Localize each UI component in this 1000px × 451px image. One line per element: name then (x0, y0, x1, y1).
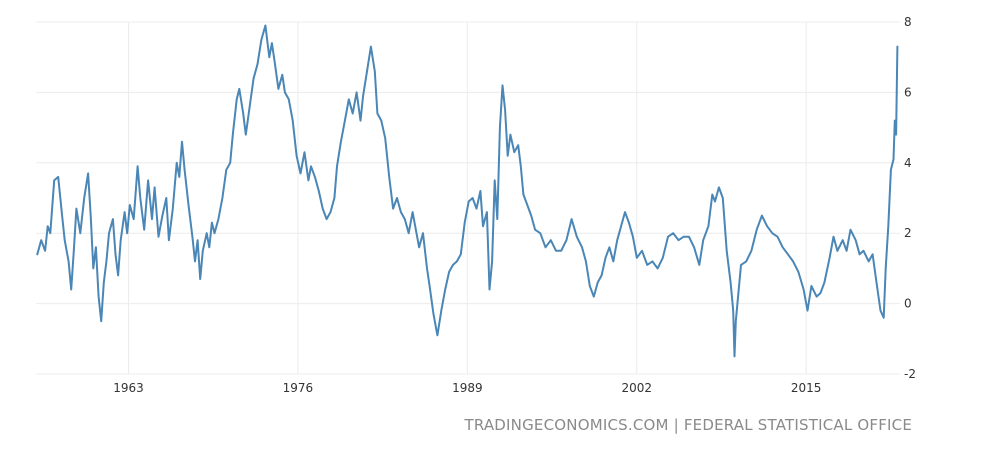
x-tick-label: 1963 (113, 381, 144, 395)
series-line (36, 24, 899, 358)
source-attribution: TRADINGECONOMICS.COM | FEDERAL STATISTIC… (463, 416, 912, 434)
x-tick-label: 1989 (452, 381, 483, 395)
y-tick-label: -2 (904, 367, 916, 381)
y-tick-label: 0 (904, 297, 912, 311)
axis-tick-labels: -2 0 2 4 6 8 1963 1976 1989 2002 2015 (113, 15, 916, 395)
x-tick-label: 2002 (621, 381, 652, 395)
y-tick-label: 6 (904, 85, 912, 99)
x-tick-label: 2015 (791, 381, 822, 395)
y-tick-label: 4 (904, 156, 912, 170)
y-tick-label: 2 (904, 226, 912, 240)
x-tick-label: 1976 (283, 381, 314, 395)
y-tick-label: 8 (904, 15, 912, 29)
